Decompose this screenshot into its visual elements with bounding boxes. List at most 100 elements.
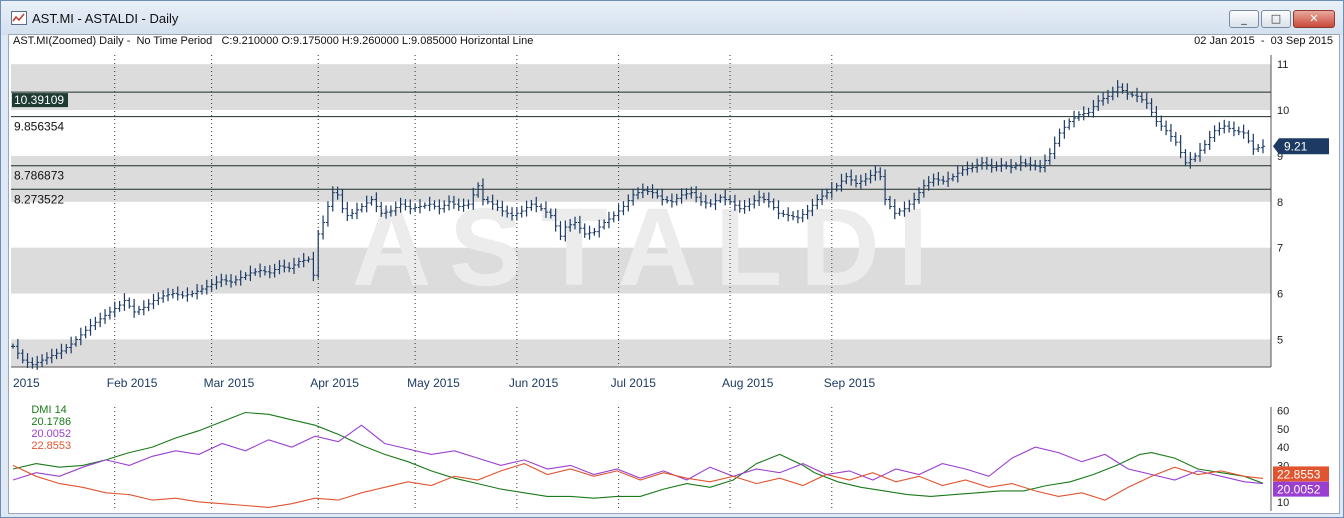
ohlc-bar xyxy=(960,166,965,177)
minimize-button[interactable]: _ xyxy=(1229,10,1259,28)
ohlc-bar xyxy=(1042,154,1047,173)
dmi-y-tick-label: 50 xyxy=(1277,424,1289,436)
ohlc-bar xyxy=(752,195,757,209)
maximize-button[interactable]: □ xyxy=(1261,10,1291,28)
ohlc-bar xyxy=(795,209,800,224)
ohlc-bar xyxy=(824,188,829,200)
price-y-tick-label: 7 xyxy=(1277,243,1283,255)
ohlc-bar xyxy=(912,192,917,210)
close-button[interactable]: ✕ xyxy=(1293,10,1335,28)
ohlc-bar xyxy=(388,205,393,217)
ohlc-bar xyxy=(979,157,984,170)
ohlc-bar xyxy=(471,187,476,210)
ohlc-bar xyxy=(272,263,277,278)
ohlc-bar xyxy=(485,196,490,205)
ohlc-bar xyxy=(1067,118,1072,130)
horizontal-line-label: 8.273522 xyxy=(14,192,64,206)
ohlc-bar xyxy=(98,312,103,328)
ohlc-bar xyxy=(25,353,30,369)
ohlc-bar xyxy=(166,288,171,302)
ohlc-bar xyxy=(1052,136,1057,160)
ohlc-bar xyxy=(93,316,98,331)
ohlc-bar xyxy=(88,318,93,336)
ohlc-bar xyxy=(902,201,907,217)
ohlc-bar xyxy=(422,202,427,209)
ohlc-bar xyxy=(1251,133,1256,155)
ohlc-bar xyxy=(447,195,452,211)
ohlc-bar xyxy=(815,194,820,210)
ohlc-bar xyxy=(820,189,825,206)
maximize-icon: □ xyxy=(1270,12,1282,25)
ohlc-bar xyxy=(946,171,951,187)
window-title: AST.MI - ASTALDI - Daily xyxy=(32,11,179,26)
horizontal-line-label-bg xyxy=(12,93,68,108)
ohlc-bar xyxy=(669,193,674,208)
ohlc-bar xyxy=(771,198,776,211)
ohlc-bar xyxy=(248,265,253,282)
ohlc-bar xyxy=(684,188,689,200)
ohlc-bar xyxy=(199,284,204,295)
ohlc-bar xyxy=(698,192,703,206)
x-tick-label: Jun 2015 xyxy=(509,376,559,390)
ohlc-bar xyxy=(229,274,234,288)
ohlc-bar xyxy=(529,199,534,211)
ohlc-bar xyxy=(11,343,15,349)
ohlc-bar xyxy=(359,203,364,213)
ohlc-bar xyxy=(791,211,796,221)
ohlc-bar xyxy=(844,172,849,185)
ohlc-bar xyxy=(1144,92,1149,109)
close-icon: ✕ xyxy=(1309,12,1319,25)
ohlc-bar xyxy=(262,265,267,276)
chart-canvas[interactable]: ASTALDI 2015 Feb 2015 Mar 2015 Apr 2015 May 2… xyxy=(9,35,1339,513)
ohlc-bar xyxy=(335,186,340,200)
horizontal-line-label: 9.856354 xyxy=(14,120,64,134)
ohlc-bar xyxy=(73,336,78,347)
ohlc-bar xyxy=(437,199,442,215)
ohlc-bar xyxy=(398,197,403,213)
ohlc-bar xyxy=(495,199,500,212)
ohlc-bar xyxy=(999,158,1004,172)
ohlc-bar xyxy=(1227,120,1232,133)
x-tick-label: Mar 2015 xyxy=(204,376,255,390)
ohlc-bar xyxy=(606,211,611,229)
ohlc-bar xyxy=(354,202,359,220)
dmi-last-tag-plus_di xyxy=(1273,481,1329,497)
title-bar[interactable]: AST.MI - ASTALDI - Daily _ □ ✕ xyxy=(1,1,1343,35)
ohlc-bar xyxy=(40,354,45,368)
ohlc-bar xyxy=(296,257,301,268)
dmi-last-label-minus_di: 22.8553 xyxy=(1277,467,1321,481)
ohlc-bar xyxy=(655,189,660,199)
ohlc-bar xyxy=(970,162,975,173)
ohlc-bar xyxy=(984,156,989,170)
ohlc-bar xyxy=(1241,124,1246,139)
ohlc-bar xyxy=(325,201,330,227)
ohlc-bar xyxy=(340,189,345,214)
ohlc-bar xyxy=(170,288,175,299)
dmi-y-tick-label: 10 xyxy=(1277,497,1289,509)
price-y-tick-label: 5 xyxy=(1277,334,1283,346)
ohlc-bar xyxy=(1139,92,1144,103)
ohlc-bar xyxy=(742,200,747,214)
ohlc-bar xyxy=(950,173,955,182)
dmi-line-adx xyxy=(12,411,1264,499)
ohlc-bar xyxy=(408,199,413,215)
ohlc-bar xyxy=(931,173,936,187)
price-band xyxy=(11,339,1271,367)
ohlc-bar xyxy=(379,201,384,217)
ohlc-bar xyxy=(660,188,665,206)
ohlc-bar xyxy=(834,182,839,192)
chart-area[interactable]: ASTALDI 2015 Feb 2015 Mar 2015 Apr 2015 May 2… xyxy=(8,34,1340,514)
ohlc-bar xyxy=(267,265,272,279)
ohlc-bar xyxy=(301,253,306,268)
ohlc-bar xyxy=(1057,128,1062,147)
ohlc-bar xyxy=(1246,130,1251,144)
ohlc-bar xyxy=(30,357,35,369)
ohlc-bar xyxy=(1135,87,1140,103)
ohlc-bar xyxy=(805,204,810,220)
ohlc-bar xyxy=(747,198,752,212)
ohlc-bar xyxy=(83,325,88,339)
ohlc-bar xyxy=(287,262,292,273)
ohlc-bar xyxy=(645,186,650,195)
ohlc-bar xyxy=(64,344,69,354)
ohlc-bar xyxy=(510,207,515,221)
